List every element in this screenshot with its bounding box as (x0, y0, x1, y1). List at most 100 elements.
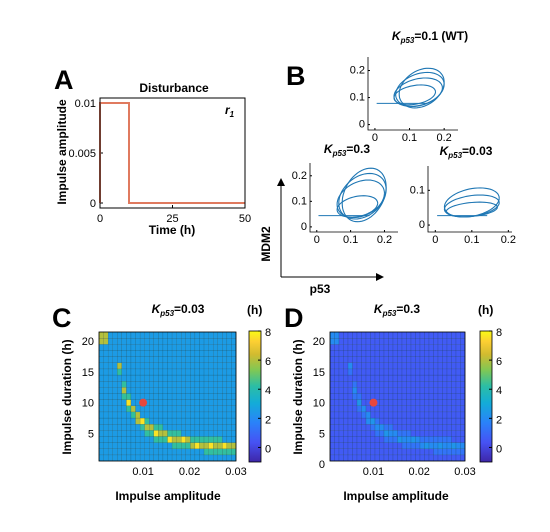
d-heatmap-cell (415, 387, 421, 394)
c-heatmap-cell (162, 417, 168, 425)
c-heatmap-cell (135, 350, 141, 357)
d-heatmap-cell (374, 344, 380, 351)
c-heatmap-cell (203, 387, 209, 394)
d-heatmap-cell (379, 454, 385, 462)
c-heatmap-cell (139, 454, 145, 462)
c-heatmap-cell (139, 350, 145, 357)
d-heatmap-cell (379, 436, 385, 443)
c-heatmap-cell (98, 436, 104, 443)
d-heatmap-cell (374, 405, 380, 413)
d-heatmap-cell (392, 442, 398, 449)
c-heatmap-cell (135, 362, 141, 370)
c-heatmap-cell (162, 423, 168, 431)
d-heatmap-cell (329, 331, 335, 339)
d-heatmap-cell (455, 380, 461, 388)
c-heatmap-cell (98, 448, 104, 456)
c-heatmap-cell (199, 448, 205, 456)
c-heatmap-cell (107, 356, 113, 363)
c-heatmap-cell (222, 393, 228, 400)
c-heatmap-cell (153, 331, 159, 339)
c-heatmap-cell (126, 380, 132, 388)
d-heatmap-cell (388, 430, 394, 437)
d-heatmap-cell (343, 362, 349, 370)
c-heatmap-cell (171, 448, 177, 456)
d-heatmap-cell (347, 417, 353, 425)
d-heatmap-cell (415, 331, 421, 339)
d-heatmap-cell (419, 417, 425, 425)
d-heatmap-cell (365, 337, 371, 345)
c-heatmap-cell (103, 417, 109, 425)
d-heatmap-cell (455, 393, 461, 400)
d-heatmap-cell (442, 436, 448, 443)
d-heatmap-cell (343, 374, 349, 382)
d-heatmap-cell (406, 393, 412, 400)
d-heatmap-cell (410, 331, 416, 339)
d-heatmap-cell (343, 393, 349, 400)
c-heatmap-cell (231, 380, 237, 388)
d-heatmap-cell (446, 417, 452, 425)
d-heatmap-cell (410, 423, 416, 431)
d-heatmap-cell (379, 344, 385, 351)
c-heatmap-cell (149, 331, 154, 339)
c-heatmap-cell (199, 380, 205, 388)
c-heatmap-cell (199, 368, 205, 376)
c-heatmap-cell (194, 356, 200, 363)
c-heatmap-cell (208, 380, 214, 388)
d-heatmap-cell (401, 368, 407, 376)
c-heatmap-cell (176, 393, 182, 400)
c-heatmap-cell (135, 356, 141, 363)
d-heatmap-cell (329, 387, 335, 394)
c-heatmap-cell (158, 405, 164, 413)
c-heatmap-cell (176, 344, 182, 351)
panel-c-ylabel: Impulse duration (h) (60, 339, 74, 454)
d-heatmap-cell (343, 417, 349, 425)
c-heatmap-cell (144, 405, 150, 413)
d-heatmap-cell (379, 350, 385, 357)
c-heatmap-cell (203, 442, 209, 449)
c-heatmap-cell (185, 423, 191, 431)
c-heatmap-cell (130, 344, 136, 351)
d-heatmap-cell (437, 442, 443, 449)
c-heatmap-cell (135, 442, 141, 449)
c-heatmap-cell (213, 350, 218, 357)
c-heatmap-cell (199, 411, 205, 419)
c-heatmap-cell (222, 423, 228, 431)
d-heatmap-cell (442, 331, 448, 339)
c-heatmap-cell (231, 417, 237, 425)
d-heatmap-cell (424, 387, 430, 394)
c-heatmap-cell (171, 350, 177, 357)
d-heatmap-cell (365, 350, 371, 357)
c-heatmap-cell (98, 337, 104, 345)
d-heatmap-cell (352, 423, 358, 431)
c-heatmap-cell (194, 448, 200, 456)
c-heatmap-cell (213, 387, 218, 394)
d-heatmap-cell (334, 350, 340, 357)
d-heatmap-cell (406, 374, 412, 382)
c-heatmap-cell (153, 337, 159, 345)
c-heatmap-cell (144, 423, 150, 431)
d-heatmap-cell (370, 405, 376, 413)
c-heatmap-cell (190, 344, 196, 351)
c-heatmap-cell (190, 331, 196, 339)
panel-a-ytick-label: 0.005 (68, 148, 96, 160)
c-heatmap-cell (185, 417, 191, 425)
d-heatmap-cell (397, 380, 403, 388)
c-heatmap-cell (98, 356, 104, 363)
panel-b-trajectory-loop (395, 71, 445, 108)
d-heatmap-cell (334, 454, 340, 462)
d-heatmap-cell (460, 442, 466, 449)
d-heatmap-cell (455, 430, 461, 437)
panel-b-y-arrowhead (277, 178, 285, 186)
d-heatmap-cell (392, 362, 398, 370)
d-heatmap-cell (455, 436, 461, 443)
d-heatmap-cell (442, 393, 448, 400)
d-heatmap-cell (374, 362, 380, 370)
d-heatmap-cell (334, 448, 340, 456)
c-heatmap-cell (107, 344, 113, 351)
d-heatmap-cell (361, 393, 367, 400)
c-heatmap-cell (222, 411, 228, 419)
d-heatmap-cell (428, 423, 434, 431)
d-heatmap-cell (437, 350, 443, 357)
d-heatmap-cell (365, 387, 371, 394)
d-heatmap-cell (383, 448, 389, 456)
